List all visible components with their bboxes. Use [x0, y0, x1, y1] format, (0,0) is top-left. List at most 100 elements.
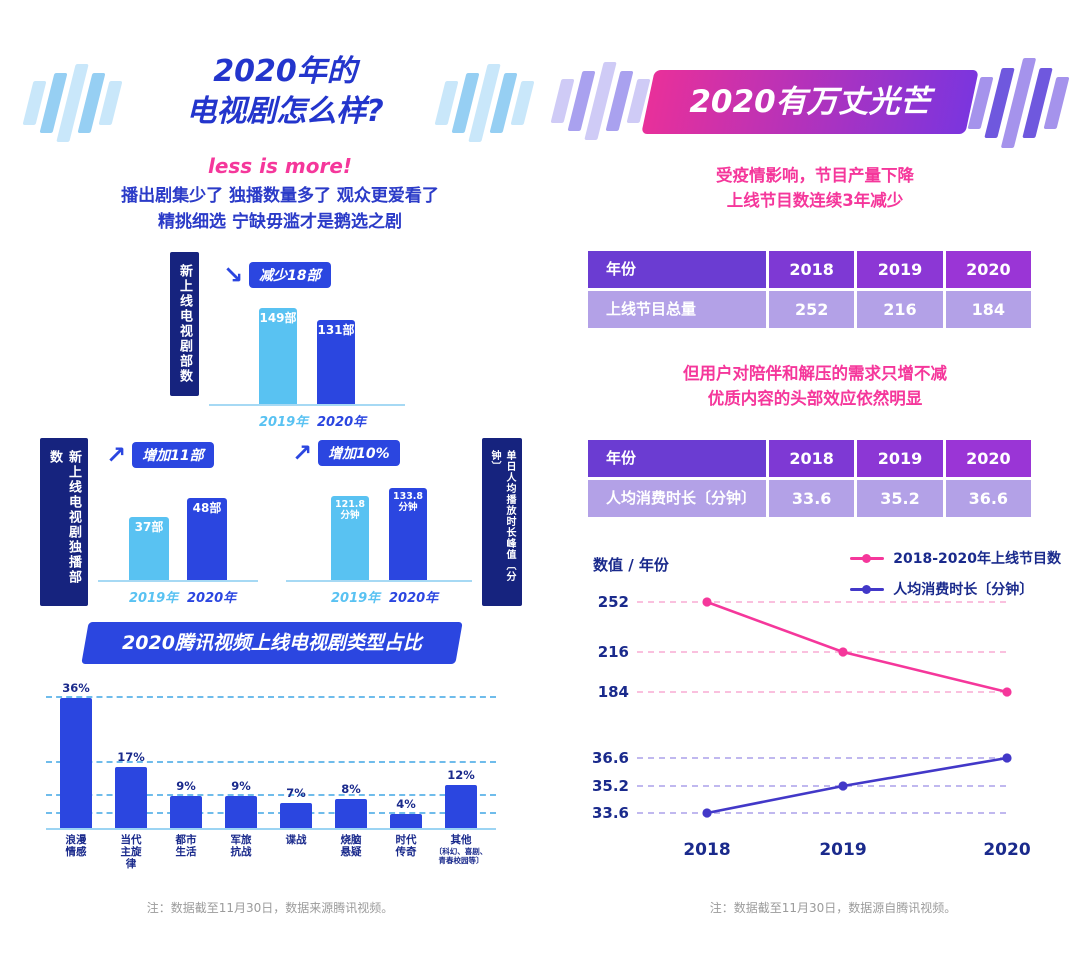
table-cell: 35.2 — [857, 480, 943, 517]
bar-value-label: 12% — [447, 768, 475, 782]
chevron-bar — [98, 81, 123, 125]
chart-title-vertical: 新上线电视剧独播部数 — [40, 438, 88, 606]
trend-badge-row: ↗ 增加11部 — [106, 442, 214, 468]
bar-value-label: 8% — [341, 782, 361, 796]
table-header-cell: 2020 — [945, 251, 1031, 288]
trend-line-chart: 数值 / 年份 252 216 184 36.6 35.2 33.6 2018 2019 202… — [583, 540, 1063, 875]
category-label: 烧脑 悬疑 — [340, 834, 362, 859]
intro-line1: 播出剧集少了 独播数量多了 观众更爱看了 — [121, 186, 439, 206]
bar: 149部 — [259, 308, 297, 404]
table-cell: 36.6 — [945, 480, 1031, 517]
category-label: 军旅 抗战 — [230, 834, 252, 859]
legend-marker — [850, 553, 885, 563]
data-point — [1002, 687, 1012, 697]
right-footnote: 注：数据截至11月30日，数据源自腾讯视频。 — [709, 901, 957, 915]
right-paragraph-2: 但用户对陪伴和解压的需求只增不减 优质内容的头部效应依然明显 — [600, 361, 1030, 411]
gridline — [46, 812, 496, 814]
legend-item: 人均消费时长〔分钟〕 — [850, 579, 1061, 599]
table-cell: 上线节目总量 — [588, 291, 766, 328]
left-footnote: 注：数据截至11月30日，数据来源腾讯视频。 — [146, 901, 394, 915]
bar-value-label: 48部 — [192, 501, 222, 515]
right-section-title: 2020有万丈光芒 — [641, 70, 979, 134]
legend-label: 人均消费时长〔分钟〕 — [893, 582, 1034, 598]
table-header-cell: 2019 — [857, 251, 943, 288]
bar — [390, 814, 422, 828]
bars-area: 149部 131部 — [209, 304, 405, 406]
table-cell: 184 — [945, 291, 1031, 328]
bar — [280, 803, 312, 828]
legend-marker — [850, 584, 885, 594]
legend-label: 2018-2020年上线节目数 — [893, 551, 1061, 567]
trend-line-plot — [637, 597, 1012, 818]
x-axis-labels: 2019年 2020年 — [286, 587, 472, 606]
chevron-decoration-icon — [18, 64, 126, 142]
category-label: 都市 生活 — [175, 834, 197, 859]
table-header-cell: 年份 — [588, 440, 766, 477]
legend-item: 2018-2020年上线节目数 — [850, 548, 1061, 568]
y-axis-label: 216 — [597, 643, 629, 661]
genre-chart-title: 2020腾讯视频上线电视剧类型占比 — [122, 632, 422, 654]
bar: 133.8 分钟 — [389, 488, 427, 580]
gridline — [46, 794, 496, 796]
left-title-line1: 2020年的 — [213, 54, 357, 89]
chart-title-vertical: 单日人均播放时长峰值〔分钟〕 — [482, 438, 522, 606]
bars-area: 121.8 分钟 133.8 分钟 — [286, 484, 472, 582]
x-axis-label: 2019年 — [331, 591, 381, 606]
bars-area: 37部 48部 — [98, 494, 258, 582]
table-cell: 33.6 — [769, 480, 855, 517]
chart-plot-area: ↗ 增加11部 37部 48部 2019年 2020年 — [98, 438, 258, 606]
bar-value-label: 9% — [231, 779, 251, 793]
bar-value-label: 36% — [62, 681, 90, 695]
intro-line2: 精挑细选 宁缺毋滥才是鹅选之剧 — [158, 212, 402, 232]
table-cell: 252 — [769, 291, 855, 328]
bar — [335, 799, 367, 828]
daily-peak-duration-bar-chart: ↗ 增加10% 121.8 分钟 133.8 分钟 2019年 2020年 单日人均播放时长峰值… — [286, 438, 522, 606]
bar-value-label: 131部 — [317, 323, 355, 337]
genre-share-bar-chart: 36% 17% 9% 9% 7% 8% 4% 12% 浪漫 情感 当代 主旋律 都市 生活 军旅 抗战 谍战 烧脑… — [36, 680, 504, 895]
y-axis-label: 184 — [597, 683, 629, 701]
gridline — [46, 761, 496, 763]
data-point — [1002, 753, 1012, 763]
programs-total-table: 年份 2018 2019 2020 上线节目总量 252 216 184 — [588, 251, 1031, 328]
x-axis-labels: 2019年 2020年 — [209, 411, 405, 430]
arrow-up-icon: ↗ — [292, 439, 313, 467]
right-title-text: 2020有万丈光芒 — [689, 84, 931, 120]
data-point — [702, 597, 712, 607]
consumption-duration-table: 年份 2018 2019 2020 人均消费时长〔分钟〕 33.6 35.2 36.6 — [588, 440, 1031, 517]
category-label: 当代 主旋律 — [120, 834, 142, 871]
chevron-decoration-icon — [963, 58, 1074, 148]
trend-badge-row: ↘ 减少18部 — [223, 262, 331, 288]
x-axis-labels: 2019年 2020年 — [98, 587, 258, 606]
data-line — [706, 600, 1008, 694]
x-axis-label: 2018 — [683, 840, 731, 860]
trend-badge: 减少18部 — [249, 262, 331, 288]
axis-caption: 数值 / 年份 — [593, 556, 669, 574]
category-label: 时代 传奇 — [395, 834, 417, 859]
chart-plot-area: ↘ 减少18部 149部 131部 2019年 2020年 — [209, 252, 405, 430]
tagline: less is more! — [207, 154, 353, 178]
x-axis-label: 2020年 — [187, 591, 237, 606]
table-header-cell: 2018 — [769, 440, 855, 477]
x-axis-label: 2019 — [819, 840, 867, 860]
table-header-cell: 2019 — [857, 440, 943, 477]
exclusive-series-bar-chart: 新上线电视剧独播部数 ↗ 增加11部 37部 48部 2019年 2020年 — [40, 438, 258, 606]
bar — [170, 796, 202, 828]
para1-line2: 上线节目数连续3年减少 — [726, 191, 904, 210]
x-axis-label: 2020年 — [317, 415, 367, 430]
legend-dot — [862, 553, 872, 563]
data-point — [702, 808, 712, 818]
bar: 48部 — [187, 498, 227, 580]
legend-dot — [862, 584, 872, 594]
table-header-cell: 2018 — [769, 251, 855, 288]
right-paragraph-1: 受疫情影响，节目产量下降 上线节目数连续3年减少 — [600, 163, 1030, 213]
y-axis-label: 35.2 — [591, 777, 629, 795]
chevron-bar — [510, 81, 535, 125]
bar — [60, 698, 92, 828]
bar: 121.8 分钟 — [331, 496, 369, 580]
x-axis-label: 2020 — [983, 840, 1031, 860]
table-header-cell: 年份 — [588, 251, 766, 288]
chevron-decoration-icon — [430, 64, 538, 142]
bar-value-label: 7% — [286, 786, 306, 800]
y-axis-label: 33.6 — [591, 804, 629, 822]
category-label: 其他 〔科幻、喜剧、青春校园等〕 — [434, 834, 488, 866]
